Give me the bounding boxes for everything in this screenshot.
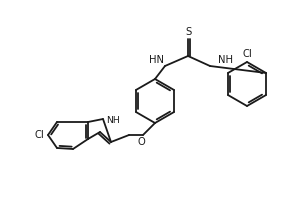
Text: S: S — [185, 27, 191, 37]
Text: Cl: Cl — [242, 49, 252, 59]
Text: NH: NH — [218, 55, 233, 65]
Text: HN: HN — [149, 55, 164, 65]
Text: NH: NH — [106, 116, 120, 125]
Text: Cl: Cl — [34, 130, 44, 140]
Text: O: O — [137, 137, 145, 147]
